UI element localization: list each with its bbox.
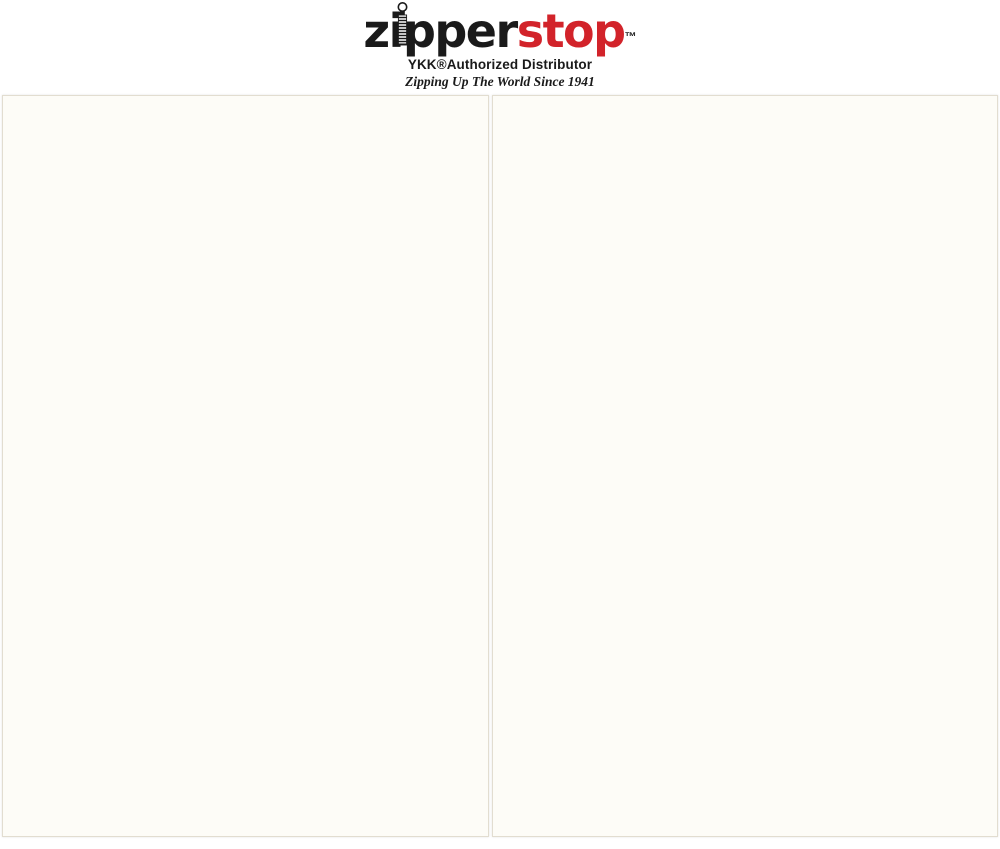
logo-zipper-text: zipper: [363, 4, 518, 58]
logo-subtitle-distributor: YKK®Authorized Distributor: [407, 57, 593, 72]
logo-stop-text: stop: [516, 4, 626, 58]
chart-panel-right: [492, 95, 998, 837]
chart-panel-left: [2, 95, 489, 837]
zipperstop-logo: zipperstop™: [363, 2, 637, 54]
page-header: zipperstop™ YKK®Author: [0, 2, 1000, 90]
logo-tagline: Zipping Up The World Since 1941: [405, 74, 595, 89]
trademark-symbol: ™: [624, 29, 637, 44]
